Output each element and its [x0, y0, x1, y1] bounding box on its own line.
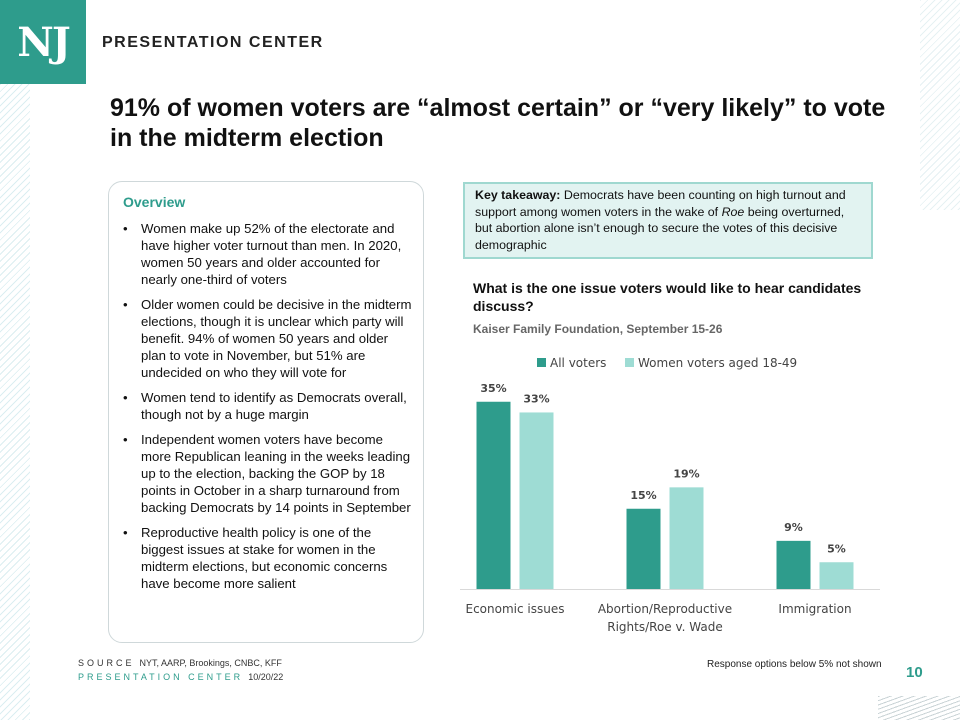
response-note: Response options below 5% not shown	[707, 659, 882, 670]
category-label: Rights/Roe v. Wade	[607, 620, 722, 634]
bar	[819, 562, 854, 589]
slide-title: 91% of women voters are “almost certain”…	[110, 94, 886, 152]
overview-bullet: • Reproductive health policy is one of th…	[123, 524, 413, 592]
overview-bullet: • Older women could be decisive in the mi…	[123, 296, 413, 381]
nj-logo: NJ	[0, 0, 86, 84]
overview-bullet-text: Reproductive health policy is one of the…	[141, 525, 388, 591]
footer-brand-label: PRESENTATION CENTER	[78, 672, 244, 682]
overview-panel: Overview • Women make up 52% of the elect…	[108, 181, 424, 643]
bar-chart-svg: All voters Women voters aged 18-49 35% 33% E…	[460, 356, 880, 634]
bullet-icon: •	[123, 221, 128, 236]
legend-swatch	[625, 358, 634, 367]
bar	[626, 508, 661, 589]
bottom-hatch-decoration	[878, 696, 960, 720]
data-label: 5%	[827, 542, 846, 555]
category-label: Economic issues	[466, 602, 565, 616]
bullet-icon: •	[123, 432, 128, 447]
key-takeaway-box: Key takeaway: Democrats have been counti…	[463, 182, 873, 259]
bullet-icon: •	[123, 390, 128, 405]
overview-bullet: • Independent women voters have become mo…	[123, 431, 413, 516]
bullet-icon: •	[123, 297, 128, 312]
bar	[776, 540, 811, 589]
overview-bullet: • Women make up 52% of the electorate and…	[123, 220, 413, 288]
bar	[519, 412, 554, 589]
page-number: 10	[906, 664, 923, 681]
overview-bullet-text: Women tend to identify as Democrats over…	[141, 390, 407, 422]
left-hatch-decoration	[0, 84, 30, 720]
overview-bullet: • Women tend to identify as Democrats ove…	[123, 389, 413, 423]
legend-label: Women voters aged 18-49	[638, 356, 797, 370]
data-label: 35%	[480, 382, 506, 395]
data-label: 19%	[673, 467, 699, 480]
takeaway-text-1: Democrats have been counting on high tur…	[475, 188, 846, 219]
data-label: 33%	[523, 392, 549, 405]
right-hatch-decoration	[920, 0, 960, 210]
legend-swatch	[537, 358, 546, 367]
overview-bullet-text: Women make up 52% of the electorate and …	[141, 221, 402, 287]
bullet-icon: •	[123, 525, 128, 540]
data-label: 9%	[784, 521, 803, 534]
overview-bullet-text: Older women could be decisive in the mid…	[141, 297, 412, 380]
bar	[476, 401, 511, 589]
source-label: SOURCE	[78, 658, 135, 668]
footer-brand-line: PRESENTATION CENTER 10/20/22	[78, 672, 283, 682]
source-line: SOURCE NYT, AARP, Brookings, CNBC, KFF	[78, 658, 282, 668]
bar-chart: All voters Women voters aged 18-49 35% 33% E…	[460, 348, 880, 648]
overview-bullet-text: Independent women voters have become mor…	[141, 432, 411, 515]
footer-date: 10/20/22	[248, 672, 284, 682]
overview-heading: Overview	[123, 194, 186, 210]
chart-subtitle: Kaiser Family Foundation, September 15-2…	[473, 322, 723, 336]
takeaway-label: Key takeaway:	[475, 188, 561, 202]
category-label: Abortion/Reproductive	[598, 602, 732, 616]
bar	[669, 487, 704, 589]
brand-name: PRESENTATION CENTER	[102, 34, 324, 51]
legend-label: All voters	[550, 356, 606, 370]
source-text: NYT, AARP, Brookings, CNBC, KFF	[139, 658, 282, 668]
data-label: 15%	[630, 489, 656, 502]
chart-title: What is the one issue voters would like …	[473, 280, 862, 314]
overview-list: • Women make up 52% of the electorate and…	[123, 220, 413, 600]
category-label: Immigration	[778, 602, 851, 616]
takeaway-italic: Roe	[721, 204, 745, 219]
logo-text: NJ	[17, 18, 70, 66]
takeaway-text-2: being overturned, but abortion alone isn…	[475, 204, 845, 252]
